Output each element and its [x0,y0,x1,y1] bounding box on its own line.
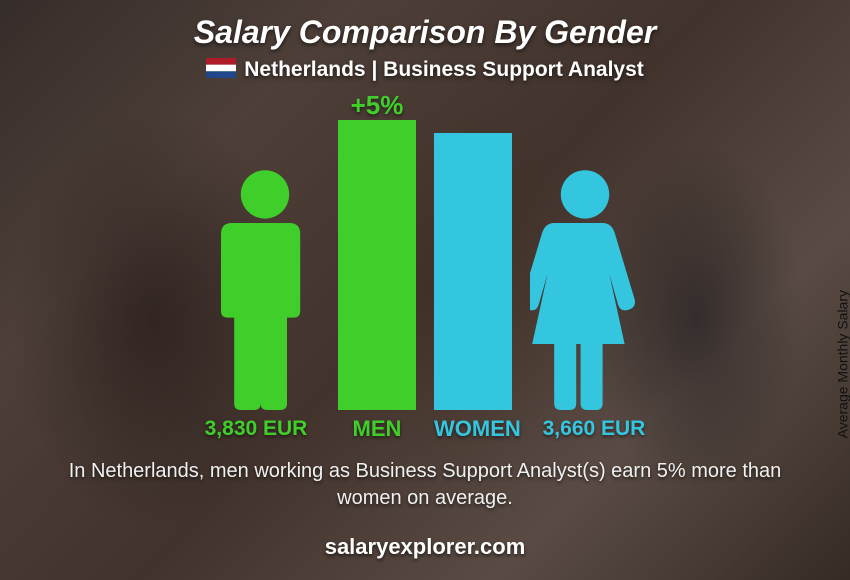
delta-label: +5% [351,90,404,121]
subtitle: Netherlands | Business Support Analyst [0,58,850,82]
chart-area: +5% [80,92,770,410]
page-title: Salary Comparison By Gender [0,14,850,51]
man-icon [210,150,320,410]
subtitle-role: Business Support Analyst [383,58,644,81]
subtitle-country: Netherlands [244,58,365,81]
women-icon-column [530,92,640,410]
summary-text: In Netherlands, men working as Business … [40,458,810,512]
men-label: MEN [338,416,416,442]
women-bar-column [434,92,512,410]
women-label: WOMEN [434,416,512,442]
flag-icon [206,58,236,78]
woman-icon [530,150,640,410]
bar-men [338,120,416,410]
bar-women [434,133,512,410]
labels-row: 3,830 EUR MEN WOMEN 3,660 EUR [80,416,770,442]
footer-brand: salaryexplorer.com [0,534,850,560]
y-axis-label: Average Monthly Salary [834,290,850,438]
men-bar-column: +5% [338,92,416,410]
women-salary: 3,660 EUR [530,417,658,441]
subtitle-sep: | [366,58,384,81]
men-icon-column [210,92,320,410]
men-salary: 3,830 EUR [192,417,320,441]
